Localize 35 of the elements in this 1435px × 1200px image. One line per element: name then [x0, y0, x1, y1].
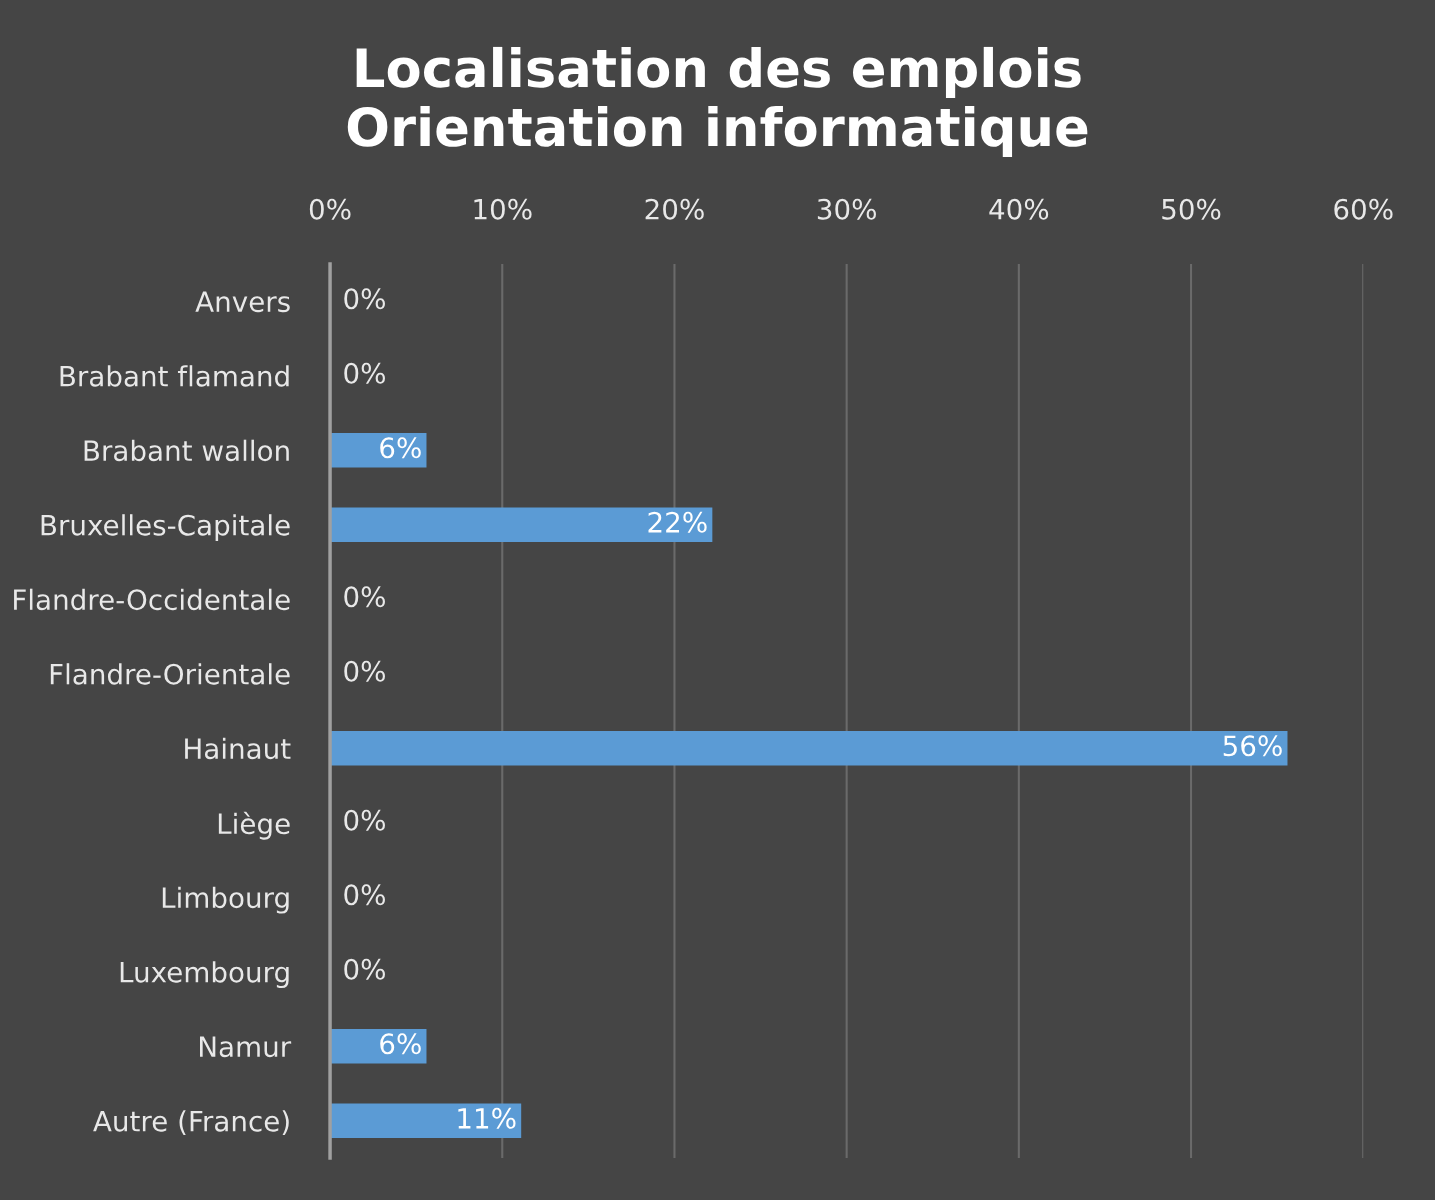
- x-tick-label: 30%: [817, 198, 876, 220]
- data-label: 0%: [344, 660, 385, 682]
- bar: [330, 731, 1288, 766]
- y-tick-label: Liège: [218, 811, 290, 840]
- y-tick-label: Hainaut: [185, 737, 291, 760]
- y-tick-label: Flandre-Orientale: [50, 663, 290, 685]
- x-tick-label: 40%: [989, 198, 1049, 220]
- data-label: 56%: [1223, 735, 1282, 757]
- y-tick-label: Autre (France): [93, 1110, 289, 1135]
- y-tick-label: Limbourg: [162, 886, 289, 914]
- y-tick-label: Bruxelles-Capitale: [41, 514, 290, 542]
- data-label: 6%: [380, 1033, 421, 1055]
- data-label: 6%: [380, 437, 421, 459]
- data-label: 0%: [344, 958, 385, 980]
- x-tick-label: 10%: [474, 198, 532, 220]
- y-tick-label: Namur: [200, 1036, 292, 1058]
- data-label: 22%: [648, 511, 707, 533]
- data-label: 11%: [458, 1107, 516, 1129]
- y-tick-label: Brabant wallon: [84, 439, 289, 462]
- x-tick-label: 20%: [645, 198, 704, 220]
- bar: [330, 507, 713, 542]
- x-tick-label: 60%: [1334, 198, 1393, 220]
- y-tick-label: Flandre-Occidentale: [14, 588, 290, 611]
- data-label: 0%: [344, 362, 385, 384]
- chart-title: Localisation des emplois Orientation informatique: [347, 46, 1088, 158]
- x-tick-label: 0%: [309, 198, 351, 220]
- bar: [330, 1103, 522, 1138]
- data-label: 0%: [344, 586, 385, 608]
- y-tick-label: Brabant flamand: [60, 365, 289, 387]
- data-label: 0%: [344, 288, 385, 310]
- y-tick-label: Anvers: [195, 291, 290, 313]
- data-label: 0%: [344, 884, 385, 906]
- x-tick-label: 50%: [1162, 198, 1221, 220]
- y-tick-label: Luxembourg: [120, 961, 289, 989]
- data-label: 0%: [344, 809, 385, 831]
